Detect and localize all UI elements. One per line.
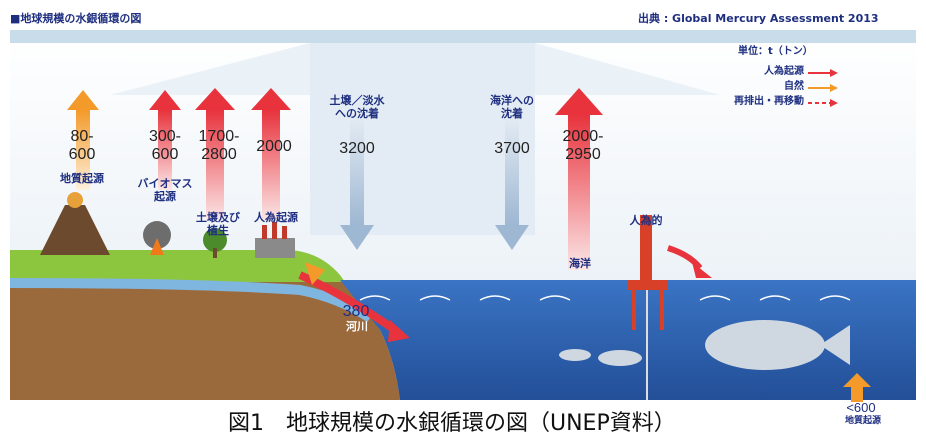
fish-icon [559,349,591,361]
land-deposition-label: 土壌／淡水 への沈着 [329,94,385,120]
volcano [40,205,110,255]
ocean-emission-arrow [555,88,603,270]
biomass-emission-arrow [149,90,181,190]
anthropogenic-label: 人為起源 [254,211,298,224]
ocean [340,280,916,400]
anthropogenic-value: 2000 [256,138,292,155]
river-label: 河川 [346,320,368,333]
atmosphere-band [10,30,916,43]
river-value: 380 [342,303,370,320]
fish-icon [598,350,642,366]
smoke-cloud [143,221,171,249]
factory-chimney [262,225,267,239]
seafloor-emission-arrow [851,385,863,402]
geogenic-emission-arrow [67,90,99,190]
land-deposition-arrow [340,110,374,250]
ocean-emission-label: 海洋 [569,257,591,270]
anthropogenic-emission-arrow [251,88,291,220]
legend-red-arrowhead [830,69,838,77]
biomass-value: 300- 600 [148,128,182,164]
soil-vegetation-label: 土壌及び 植生 [196,211,240,237]
legend-anthropogenic-label: 人為起源 [764,66,804,77]
deposition-band [310,43,535,235]
tree-trunk [213,248,217,258]
river-flow-arrowhead [388,320,410,342]
oil-rig-pipe [646,290,648,400]
figure-caption: 図1 地球規模の水銀循環の図（UNEP資料） [228,411,676,436]
land-soil [10,262,400,400]
oil-rig-tower [640,215,652,280]
ocean-deposition-value: 3700 [494,140,530,157]
soil-vegetation-emission-arrow [195,88,235,220]
ocean-emission-value: 2000- 2950 [562,128,604,164]
seafloor-value: <600 [846,400,876,415]
ocean-deposition-label: 海洋への 沈着 [490,94,534,120]
factory-icon [255,238,295,258]
legend-dashed-arrowhead [830,99,838,107]
soil-vegetation-value: 1700- 2800 [198,128,240,164]
sea-waves [359,295,851,301]
fire-icon [150,238,164,255]
factory-chimney [282,226,287,239]
river-orange-arrowhead [305,262,325,285]
oil-rig-leg [632,290,636,330]
left-roof [110,43,310,95]
source-citation: 出典 : Global Mercury Assessment 2013 [638,12,879,25]
biomass-label: バイオマス 起源 [137,177,193,203]
river-flow-arrow [298,271,398,334]
tuna-icon [705,320,825,370]
river-stream [9,278,373,323]
ocean-deposition-arrow [495,110,529,250]
oil-rig-leg [660,290,664,330]
tuna-tail [820,325,850,365]
ocean-anthropogenic-label: 人為的 [629,214,663,227]
seafloor-emission-arrowhead [843,373,871,387]
geogenic-value: 80- 600 [68,128,96,164]
legend-unit: 単位：t（トン） [738,46,813,57]
geogenic-label: 地質起源 [60,172,104,185]
legend-reemission-label: 再排出・再移動 [734,96,804,107]
ocean-anthropogenic-arrow [667,245,703,270]
legend-natural-label: 自然 [784,81,804,92]
volcano-eruption [67,192,83,208]
tree-icon [203,228,227,252]
factory-chimney [272,222,277,239]
diagram-title: ■地球規模の水銀循環の図 [10,12,142,25]
ocean-anthropogenic-arrowhead [692,262,712,278]
seafloor-label: 地質起源 [844,416,881,426]
land-deposition-value: 3200 [339,140,375,157]
legend-orange-arrowhead [830,84,838,92]
right-roof [535,43,720,95]
oil-rig-platform [628,280,668,290]
